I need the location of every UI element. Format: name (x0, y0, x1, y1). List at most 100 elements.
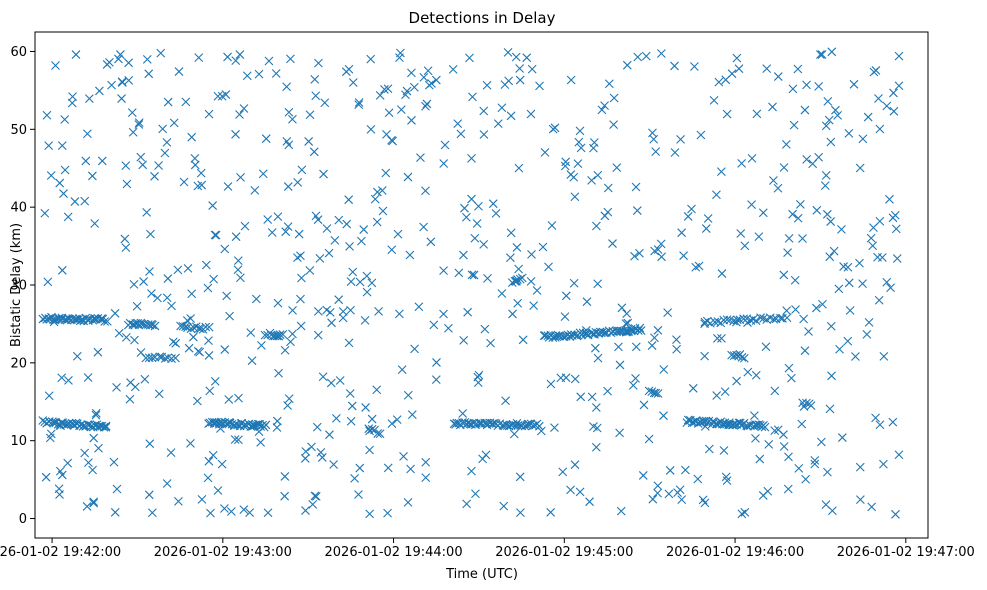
data-point (286, 54, 295, 64)
data-point (223, 52, 232, 62)
data-point (160, 148, 170, 158)
data-point (234, 435, 243, 445)
data-point (224, 395, 234, 404)
data-point (474, 201, 483, 211)
data-point (696, 417, 706, 427)
data-point (419, 72, 429, 82)
data-point (387, 245, 397, 255)
data-point (43, 277, 53, 287)
data-point (55, 490, 64, 499)
data-point (499, 501, 509, 511)
data-point (81, 156, 91, 166)
data-point (171, 353, 180, 363)
data-point (406, 464, 415, 474)
data-point (460, 203, 469, 213)
data-point (211, 230, 221, 240)
data-point (782, 306, 792, 315)
data-point (801, 398, 811, 408)
data-point (514, 264, 523, 274)
data-point (154, 161, 163, 170)
data-point (387, 419, 397, 429)
data-point (737, 159, 747, 168)
data-point (239, 505, 249, 514)
data-point (653, 325, 663, 335)
data-point (513, 298, 523, 308)
data-point (783, 484, 793, 494)
data-point (630, 251, 639, 261)
data-point (554, 331, 564, 341)
data-point (156, 48, 166, 58)
data-point (739, 314, 748, 324)
data-point (396, 105, 406, 115)
data-point (346, 416, 356, 426)
data-point (154, 389, 164, 399)
data-point (310, 74, 320, 84)
data-point (59, 189, 68, 198)
data-point (101, 422, 111, 432)
data-point (513, 421, 523, 430)
data-point (83, 129, 92, 139)
data-point (561, 291, 571, 301)
data-point (644, 434, 654, 444)
data-point (823, 97, 833, 106)
data-point (672, 335, 681, 344)
data-point (209, 274, 219, 284)
data-point (714, 77, 724, 87)
data-point (784, 234, 794, 243)
data-point (329, 460, 339, 469)
data-point (186, 439, 195, 448)
data-point (226, 507, 236, 516)
data-point (338, 307, 348, 316)
data-point (743, 367, 753, 377)
data-point (636, 326, 646, 335)
y-tick-label: 40 (10, 201, 27, 216)
data-point (301, 506, 310, 515)
data-point (615, 360, 625, 370)
data-point (769, 176, 778, 185)
data-point (547, 221, 557, 230)
data-point (89, 497, 99, 507)
data-point (463, 307, 473, 317)
data-point (294, 229, 304, 239)
data-point (136, 152, 146, 162)
data-point (423, 66, 433, 76)
data-point (296, 294, 305, 304)
data-point (117, 78, 127, 87)
data-point (82, 502, 92, 511)
data-point (889, 88, 898, 98)
data-point (403, 497, 413, 507)
data-point (217, 91, 227, 101)
data-point (125, 394, 135, 404)
data-point (603, 183, 613, 193)
data-point (709, 95, 719, 105)
data-point (712, 391, 722, 400)
data-point (503, 48, 513, 57)
data-point (190, 153, 200, 163)
data-point (310, 491, 320, 501)
data-point (346, 277, 356, 287)
data-point (851, 352, 860, 361)
data-point (40, 208, 50, 218)
data-point (109, 457, 119, 467)
data-point (657, 252, 666, 262)
data-point (144, 69, 154, 79)
data-point (204, 456, 214, 466)
data-point (534, 421, 544, 431)
data-point (816, 50, 825, 59)
data-point (783, 248, 792, 258)
data-point (816, 437, 826, 447)
data-point (826, 137, 836, 147)
data-point (509, 429, 519, 439)
data-point (439, 266, 448, 276)
data-point (83, 373, 93, 382)
data-point (312, 422, 322, 432)
data-point (365, 445, 374, 455)
data-point (341, 67, 351, 77)
data-point (222, 291, 232, 301)
data-point (313, 330, 323, 340)
data-point (472, 219, 482, 228)
data-point (894, 81, 904, 91)
data-point (644, 386, 654, 396)
data-point (812, 205, 822, 215)
data-point (713, 317, 723, 326)
